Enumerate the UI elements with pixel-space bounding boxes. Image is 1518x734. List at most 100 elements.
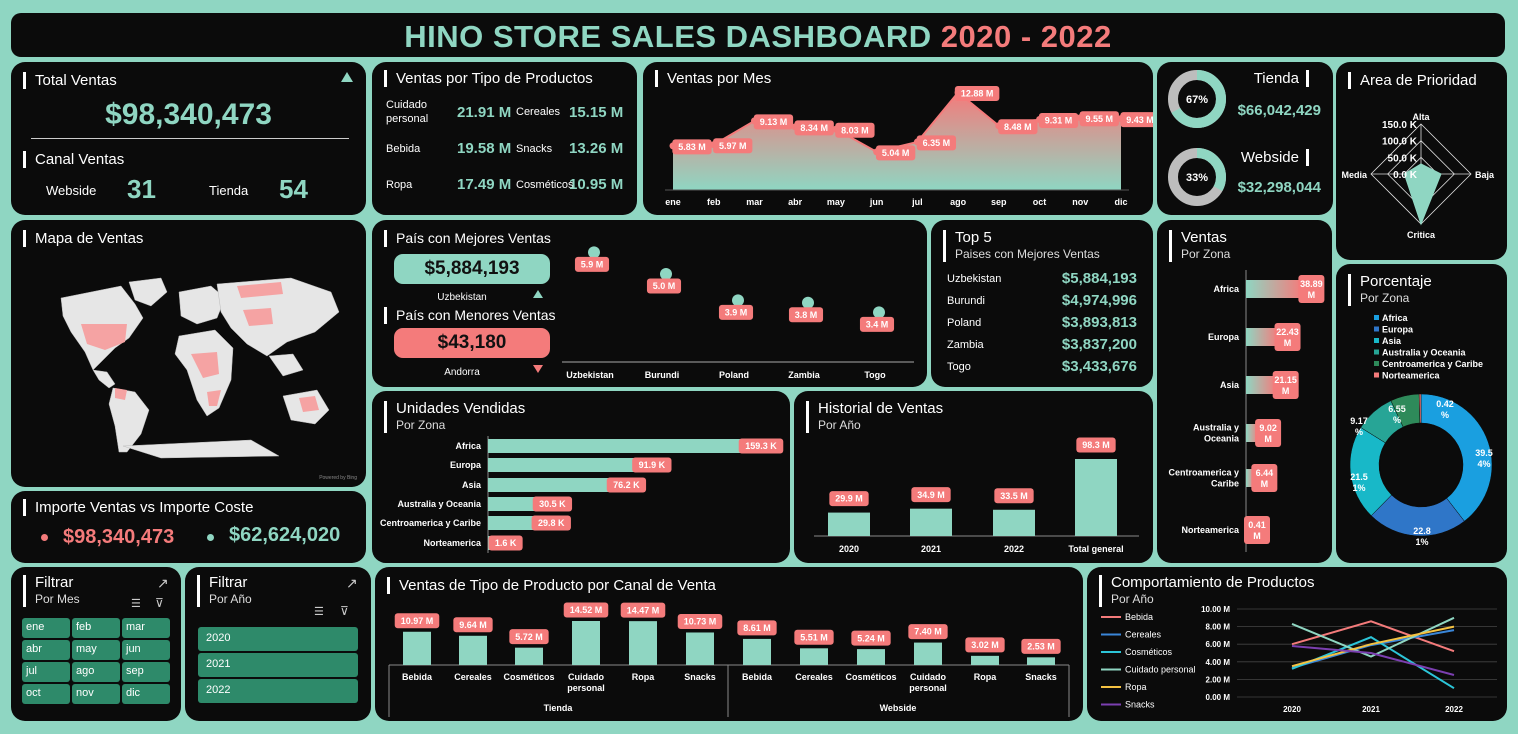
ventas-mes-tick: jul	[911, 197, 923, 207]
unidades-label-bg	[606, 477, 647, 493]
expand-icon[interactable]: ↗	[346, 575, 358, 591]
ventas-mes-label: 9.31 M	[1045, 116, 1073, 126]
multi-select-icon[interactable]: ☰	[314, 606, 324, 618]
filter-month-feb[interactable]: feb	[72, 618, 120, 638]
ventas-mes-label-bg	[875, 145, 916, 161]
ventas-mes-area	[673, 92, 1121, 190]
porcentaje-subheader: Por Zona	[1360, 291, 1410, 305]
map-highlight-southern-africa	[207, 390, 221, 406]
canal-tick: Cuidado	[568, 672, 604, 682]
filter-month-sep[interactable]: sep	[122, 662, 170, 682]
map-highlight-africa	[191, 352, 219, 378]
comp-line	[1291, 625, 1455, 668]
clear-filter-icon[interactable]: ⊽	[340, 604, 349, 618]
filter-month-jul[interactable]: jul	[22, 662, 70, 682]
filter-year-2020[interactable]: 2020	[198, 627, 358, 651]
title-main: HINO STORE SALES DASHBOARD	[404, 19, 932, 54]
zona-label-bg	[1251, 464, 1278, 492]
canal-tick: Ropa	[974, 672, 997, 682]
canal-bar	[743, 638, 771, 665]
unidades-header-block: Unidades Vendidas Por Zona	[384, 401, 525, 433]
comp-ytick: 6.00 M	[1206, 640, 1231, 649]
paises-label-bg	[718, 304, 754, 320]
canal-bar	[800, 648, 828, 665]
historial-label: 98.3 M	[1082, 440, 1110, 450]
canal-label-bg	[394, 613, 440, 629]
historial-card: Historial de Ventas Por Año 29.9 M 2020 34…	[794, 391, 1153, 563]
clear-filter-icon[interactable]: ⊽	[155, 596, 164, 610]
filter-month-mar[interactable]: mar	[122, 618, 170, 638]
unidades-label-bg	[738, 438, 784, 454]
ventas-mes-label: 5.04 M	[882, 148, 910, 158]
canal-ventas-header: Canal Ventas	[23, 151, 124, 168]
zona-label: 0.41	[1248, 520, 1266, 530]
canal-donut-pct: 67%	[1186, 94, 1208, 106]
historial-subheader: Por Año	[818, 418, 861, 432]
ventas-mes-label: 12.88 M	[961, 89, 994, 99]
canal-bar	[515, 647, 543, 665]
historial-chart: 29.9 M 2020 34.9 M 2021 33.5 M 2022 98.3 M Tota…	[814, 437, 1139, 554]
canal-tick: Cereales	[454, 672, 492, 682]
canal-venta-card: Ventas de Tipo de Producto por Canal de …	[375, 567, 1083, 721]
filter-month-oct[interactable]: oct	[22, 684, 70, 704]
canal-label: 5.24 M	[857, 633, 885, 643]
top5-header: Top 5	[955, 229, 992, 246]
pct-slice	[1418, 393, 1422, 424]
filter-month-ene[interactable]: ene	[22, 618, 70, 638]
map-southeast-asia	[268, 353, 304, 377]
canal-label-bg	[677, 613, 723, 629]
ventas-mes-tick: jun	[869, 197, 884, 207]
filter-month-dic[interactable]: dic	[122, 684, 170, 704]
historial-label-bg	[911, 487, 951, 503]
ventas-mes-tick: ago	[950, 197, 967, 207]
top5-value: $5,884,193	[1061, 270, 1137, 287]
canal-label: 5.51 M	[800, 632, 828, 642]
canal-label-bg	[453, 617, 493, 633]
filtro-anio-card: Filtrar Por Año ↗ ☰ ⊽ 2020 2021 2022	[185, 567, 371, 721]
unidades-tick: Africa	[455, 441, 482, 451]
triangle-up-icon	[533, 290, 543, 298]
importe-ventas-dot	[41, 534, 48, 541]
tienda-label: Tienda	[209, 183, 249, 198]
pct-legend-swatch	[1374, 361, 1379, 366]
filter-month-nov[interactable]: nov	[72, 684, 120, 704]
ventas-mes-tick: oct	[1033, 197, 1047, 207]
comp-legend-label: Ropa	[1125, 682, 1147, 692]
tipo-value-4: 17.49 M	[457, 176, 512, 193]
zona-tick: Australia y	[1193, 423, 1239, 433]
importe-ventas-value: $98,340,473	[63, 526, 175, 548]
expand-icon[interactable]: ↗	[157, 575, 169, 591]
top5-country: Burundi	[947, 295, 985, 307]
ventas-mes-tick: dic	[1114, 197, 1127, 207]
comp-ytick: 8.00 M	[1206, 623, 1231, 632]
multi-select-icon[interactable]: ☰	[131, 598, 141, 610]
comp-legend-label: Snacks	[1125, 700, 1155, 710]
total-ventas-card: Total Ventas $98,340,473 Canal Ventas We…	[11, 62, 366, 215]
canal-label: 10.73 M	[684, 617, 717, 627]
filter-year-2022[interactable]: 2022	[198, 679, 358, 703]
divider	[31, 138, 349, 139]
unidades-bar	[488, 516, 537, 530]
ventas-mes-label-bg	[713, 138, 753, 154]
map-highlight-usa	[81, 324, 127, 350]
historial-bar	[993, 509, 1035, 536]
canal-bar	[686, 632, 714, 665]
filtro-mes-header-block: Filtrar Por Mes	[23, 575, 80, 607]
canal-bar	[459, 635, 487, 665]
paises-point	[588, 246, 600, 259]
top5-country: Togo	[947, 361, 971, 373]
triangle-down-icon	[533, 365, 543, 373]
filter-month-jun[interactable]: jun	[122, 640, 170, 660]
zona-tick: Africa	[1213, 284, 1240, 294]
filter-year-2021[interactable]: 2021	[198, 653, 358, 677]
zona-label-unit: M	[1264, 434, 1272, 444]
comp-line	[1291, 644, 1455, 676]
comp-ytick: 10.00 M	[1201, 605, 1230, 614]
canal-group-label: Tienda	[544, 703, 574, 713]
map-antarctica	[122, 439, 280, 459]
filter-month-may[interactable]: may	[72, 640, 120, 660]
filter-month-abr[interactable]: abr	[22, 640, 70, 660]
pct-slice	[1420, 393, 1493, 522]
filter-month-ago[interactable]: ago	[72, 662, 120, 682]
webside-donut-value: $32,298,044	[1237, 179, 1321, 196]
